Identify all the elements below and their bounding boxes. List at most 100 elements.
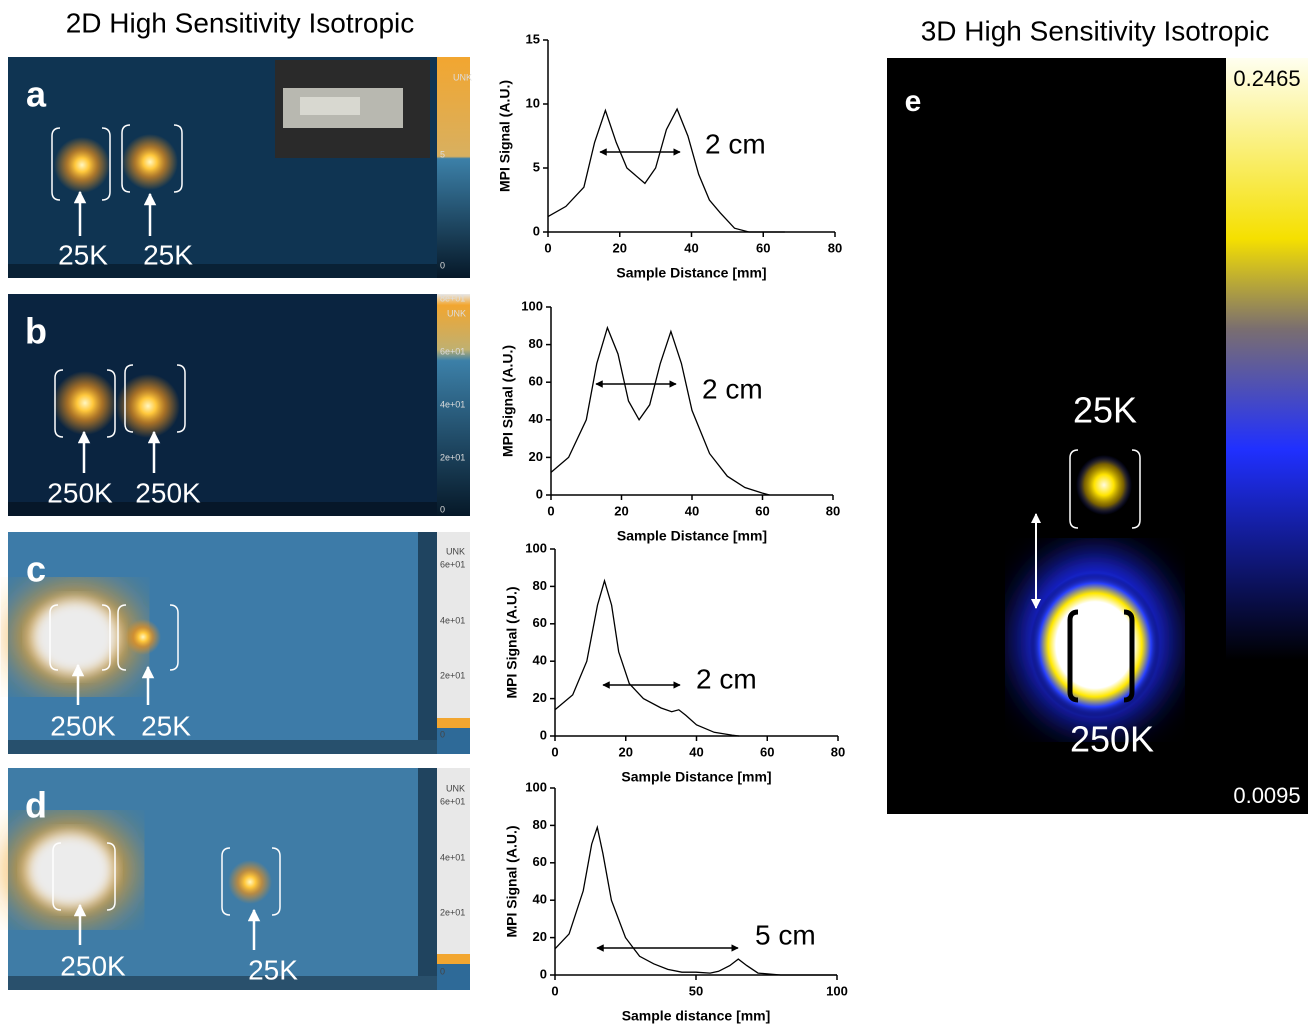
colorbar-label: 2e+01 [440,452,465,462]
x-tick-label: 80 [831,744,845,759]
y-axis-label: MPI Signal (A.U.) [504,587,520,699]
x-tick-label: 40 [689,744,703,759]
x-tick-label: 100 [826,983,848,998]
colorbar-label: 2e+01 [440,907,465,917]
blob [31,599,119,675]
sample-label: 250K [47,477,113,508]
y-axis-label: MPI Signal (A.U.) [500,345,516,457]
colorbar-label: UNK [453,72,472,82]
y-tick-label: 5 [533,159,540,174]
blob [228,860,272,904]
y-tick-label: 60 [533,615,547,630]
y-tick-label: 40 [533,653,547,668]
y-tick-label: 0 [540,966,547,981]
colorbar-label: 0 [440,729,445,739]
colorbar [437,57,470,278]
x-axis-label: Sample Distance [mm] [621,769,771,785]
y-tick-label: 80 [533,578,547,593]
colorbar-label: 0 [440,966,445,976]
blob [1076,455,1132,515]
blob [125,619,161,655]
colorbar-label: 4e+01 [440,399,465,409]
annotation: 2 cm [702,373,763,404]
x-tick-label: 20 [619,744,633,759]
blob [54,137,110,193]
edge [418,532,437,740]
colorbar [437,954,470,964]
y-tick-label: 0 [540,727,547,742]
y-tick-label: 20 [533,929,547,944]
panel-letter: c [26,549,46,590]
y-tick-label: 15 [526,31,540,46]
sample-label: 25K [248,954,298,985]
x-tick-label: 80 [828,240,842,255]
x-tick-label: 40 [684,240,698,255]
x-tick-label: 50 [689,983,703,998]
x-tick-label: 60 [760,744,774,759]
annotation: 2 cm [696,663,757,694]
blob [53,371,117,435]
colorbar [437,718,470,728]
colorbar-label: 0.2465 [1233,66,1300,91]
y-tick-label: 60 [533,854,547,869]
y-tick-label: 80 [533,817,547,832]
sample-label: 25K [143,239,193,270]
colorbar-label: 0 [440,504,445,514]
inset-photo-detail [300,97,360,115]
signal-line [555,581,739,736]
y-tick-label: 40 [529,411,543,426]
x-tick-label: 0 [547,503,554,518]
y-axis-label: MPI Signal (A.U.) [497,80,513,192]
sample-label: 25K [1073,390,1137,431]
sample-label: 250K [135,477,201,508]
x-tick-label: 60 [756,240,770,255]
colorbar-label: UNK [446,546,465,556]
y-tick-label: 40 [533,892,547,907]
sample-label: 25K [141,710,191,741]
y-tick-label: 100 [525,540,547,555]
colorbar-label: 0.0095 [1233,783,1300,808]
figure: 2D High Sensitivity Isotropic3D High Sen… [0,0,1314,1026]
colorbar-label: 2e+01 [440,670,465,680]
colorbar-label: 0 [440,260,445,270]
x-axis-label: Sample Distance [mm] [617,528,767,544]
x-tick-label: 0 [551,744,558,759]
colorbar-label: 8e+01 [440,293,465,303]
x-tick-label: 0 [544,240,551,255]
annotation: 2 cm [705,128,766,159]
page: {"titles":{"left":"2D High Sensitivity I… [0,0,1314,1026]
colorbar-label: 5 [440,149,445,159]
panel-letter: d [25,785,47,826]
panel-letter: a [26,74,47,115]
colorbar-label: UNK [447,308,466,318]
x-axis-label: Sample distance [mm] [622,1008,771,1024]
colorbar-label: 4e+01 [440,615,465,625]
panel-letter: e [905,85,922,118]
y-tick-label: 100 [525,779,547,794]
blob [26,832,114,908]
y-tick-label: 60 [529,374,543,389]
x-tick-label: 80 [826,503,840,518]
sample-label: 250K [60,950,126,981]
panel-title: 3D High Sensitivity Isotropic [921,15,1270,46]
colorbar-label: 4e+01 [440,852,465,862]
x-tick-label: 20 [614,503,628,518]
x-tick-label: 40 [685,503,699,518]
sample-label: 250K [1070,719,1154,760]
panel-letter: b [25,311,47,352]
blob [122,134,178,190]
colorbar [1226,58,1308,660]
signal-line [555,827,837,975]
y-tick-label: 10 [526,95,540,110]
blob [1030,573,1160,717]
y-tick-label: 20 [533,690,547,705]
y-tick-label: 0 [536,486,543,501]
colorbar-label: 6e+01 [440,346,465,356]
y-tick-label: 20 [529,449,543,464]
colorbar-label: UNK [446,783,465,793]
sample-label: 250K [50,710,116,741]
sample-label: 25K [58,239,108,270]
x-tick-label: 60 [755,503,769,518]
y-tick-label: 100 [521,298,543,313]
edge [418,768,437,976]
